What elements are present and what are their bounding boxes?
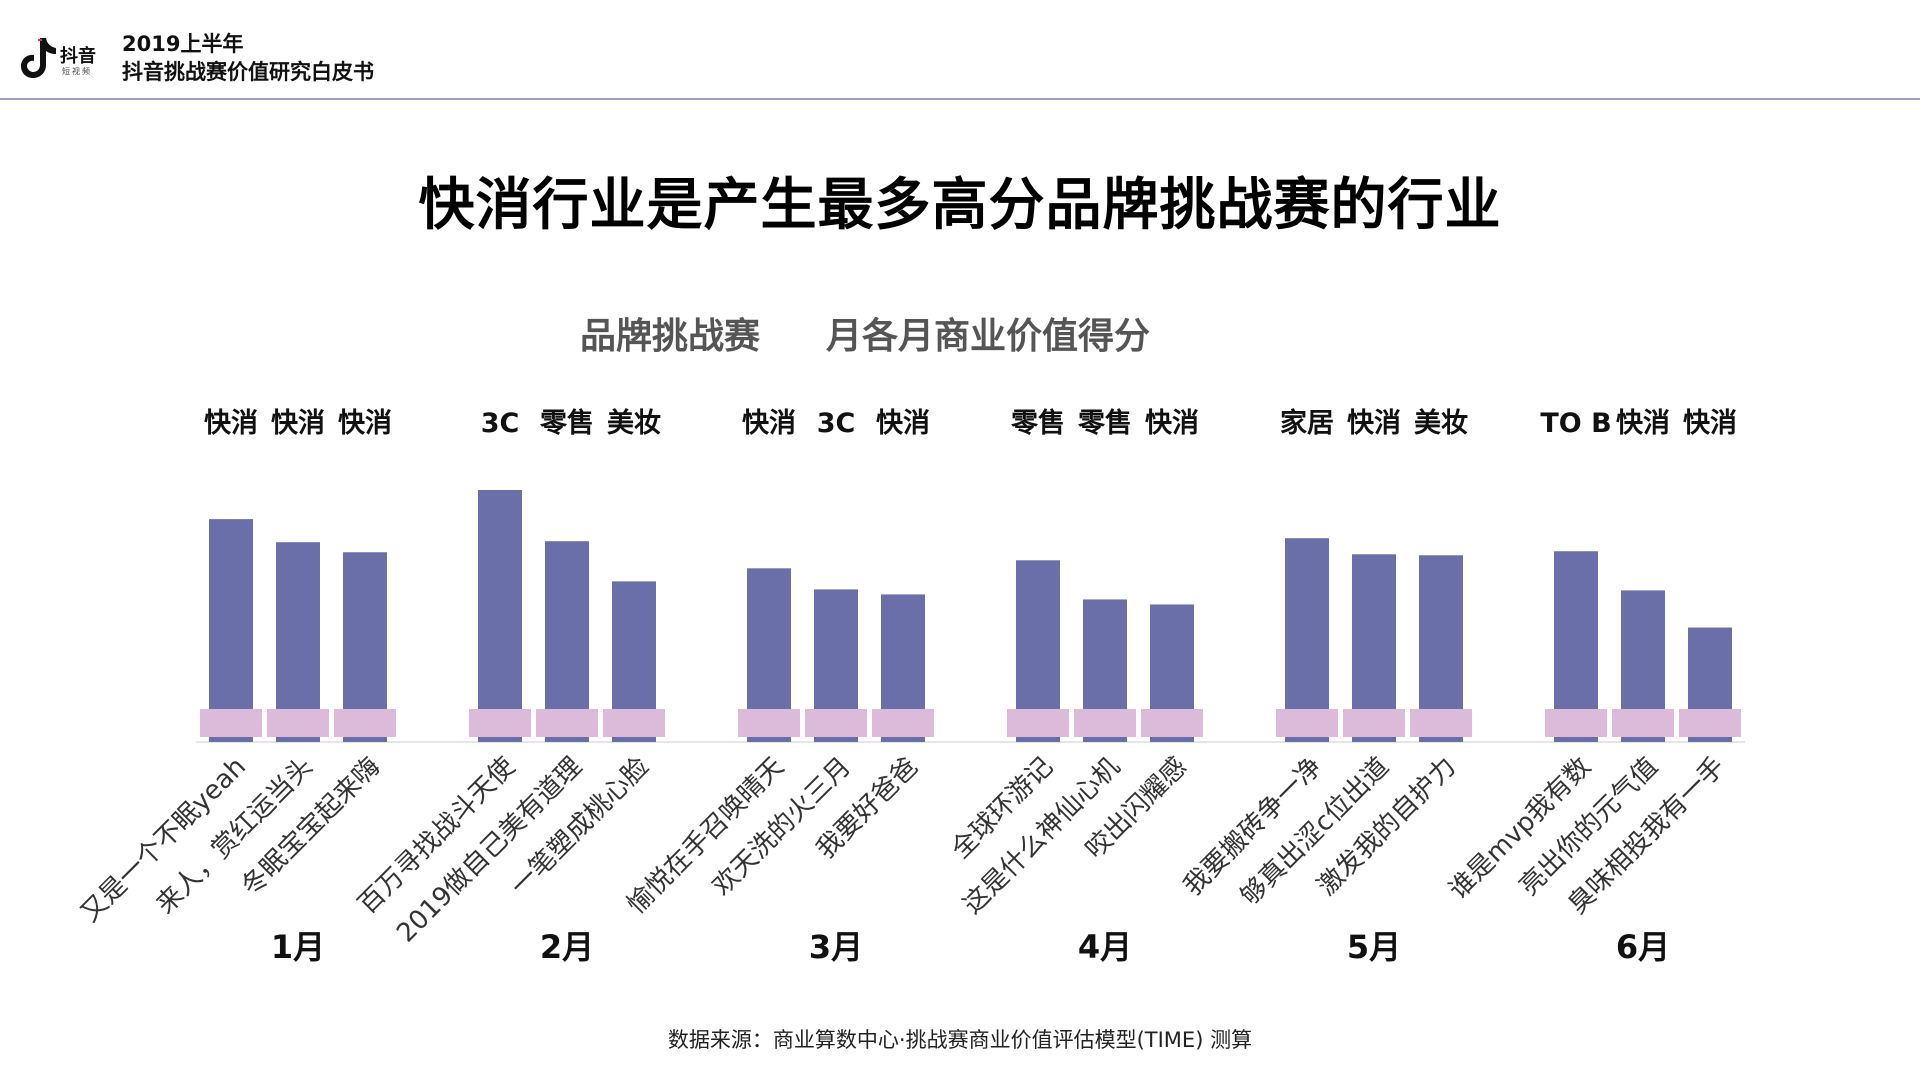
industry-label: 快消: [1347, 408, 1401, 439]
month-label: 4月: [1078, 928, 1132, 966]
bar: [1285, 538, 1329, 742]
bar-label-band: [603, 709, 665, 737]
industry-label: 快消: [1145, 408, 1199, 439]
industry-label: 零售: [1010, 407, 1065, 439]
bar-label-band: [334, 709, 396, 737]
bar-label-band: [1679, 709, 1741, 737]
month-label: 2月: [540, 928, 594, 966]
bar: [209, 519, 253, 742]
bar: [545, 541, 589, 742]
bar-label-band: [1612, 709, 1674, 737]
bar-chart: 快消又是一个不眠yeah快消来人，赏红运当头快消冬眠宝宝起来嗨1月3C百万寻找战…: [75, 407, 1745, 966]
bar-label-band: [469, 709, 531, 737]
logo-subtext: 短视频: [62, 67, 92, 76]
industry-label: 3C: [481, 408, 520, 439]
industry-label: 美妆: [1414, 407, 1468, 439]
industry-label: 快消: [204, 408, 258, 439]
industry-label: 快消: [271, 408, 325, 439]
industry-label: 美妆: [607, 407, 661, 439]
bar-label-band: [1074, 709, 1136, 737]
industry-label: 3C: [817, 408, 856, 439]
douyin-logo-icon: [21, 38, 56, 78]
report-year: 2019上半年: [122, 32, 244, 56]
industry-label: 快消: [1616, 408, 1670, 439]
industry-label: TO B: [1540, 408, 1611, 439]
bar-label-band: [1007, 709, 1069, 737]
month-label: 6月: [1616, 928, 1670, 966]
bar-label-band: [1545, 709, 1607, 737]
bar-label-band: [267, 709, 329, 737]
bar-label-band: [1410, 709, 1472, 737]
industry-label: 零售: [1077, 407, 1132, 439]
bar: [276, 542, 320, 742]
industry-label: 快消: [876, 408, 930, 439]
industry-label: 快消: [1683, 408, 1737, 439]
header-bar: 抖音 短视频 2019上半年 抖音挑战赛价值研究白皮书: [0, 0, 1920, 100]
industry-label: 家居: [1280, 407, 1334, 439]
bar-label-band: [200, 709, 262, 737]
industry-label: 快消: [338, 408, 392, 439]
bar-label-band: [872, 709, 934, 737]
chart-subtitle-left: 品牌挑战赛: [580, 316, 761, 357]
logo-text: 抖音: [60, 46, 96, 67]
bar: [478, 490, 522, 742]
bar-label-band: [1343, 709, 1405, 737]
data-source-note: 数据来源：商业算数中心·挑战赛商业价值评估模型(TIME) 测算: [667, 1028, 1253, 1052]
month-label: 3月: [809, 928, 863, 966]
industry-label: 零售: [539, 407, 594, 439]
month-label: 1月: [271, 928, 325, 966]
month-label: 5月: [1347, 928, 1401, 966]
report-title: 抖音挑战赛价值研究白皮书: [122, 60, 374, 84]
bar-label-band: [1276, 709, 1338, 737]
industry-label: 快消: [742, 408, 796, 439]
bar-label-band: [1141, 709, 1203, 737]
bar-label-band: [805, 709, 867, 737]
bar-label-band: [536, 709, 598, 737]
bar-label-band: [738, 709, 800, 737]
page-title: 快消行业是产生最多高分品牌挑战赛的行业: [418, 173, 1502, 238]
chart-subtitle-right: 月各月商业价值得分: [826, 316, 1151, 357]
